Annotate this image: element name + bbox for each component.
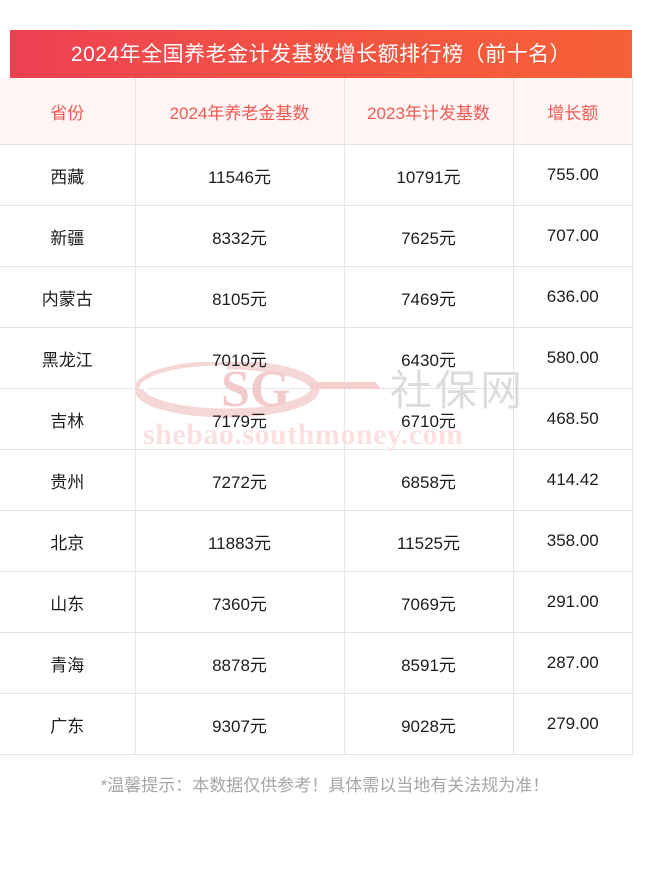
cell-base2024: 11546元 — [135, 144, 345, 206]
table-row: 新疆 8332元 7625元 707.00 — [0, 205, 632, 267]
cell-growth: 580.00 — [513, 327, 632, 389]
cell-base2023: 6858元 — [344, 449, 514, 511]
cell-base2023: 7469元 — [344, 266, 514, 328]
cell-base2023: 7625元 — [344, 205, 514, 267]
cell-base2023: 8591元 — [344, 632, 514, 694]
table-header-row: 省份 2024年养老金基数 2023年计发基数 增长额 — [0, 78, 632, 145]
cell-base2024: 7179元 — [135, 388, 345, 450]
cell-province: 北京 — [0, 510, 136, 572]
cell-growth: 755.00 — [513, 144, 632, 206]
table-header: 省份 2024年养老金基数 2023年计发基数 增长额 — [0, 78, 632, 145]
cell-province: 广东 — [0, 693, 136, 755]
cell-growth: 414.42 — [513, 449, 632, 511]
table-row: 黑龙江 7010元 6430元 580.00 — [0, 327, 632, 389]
page-title-banner: 2024年全国养老金计发基数增长额排行榜（前十名） — [10, 30, 632, 78]
column-header-base2024: 2024年养老金基数 — [135, 78, 345, 145]
cell-base2024: 7010元 — [135, 327, 345, 389]
column-header-province: 省份 — [0, 78, 136, 145]
cell-base2024: 7360元 — [135, 571, 345, 633]
cell-province: 贵州 — [0, 449, 136, 511]
table-row: 吉林 7179元 6710元 468.50 — [0, 388, 632, 450]
cell-province: 内蒙古 — [0, 266, 136, 328]
cell-base2024: 11883元 — [135, 510, 345, 572]
cell-province: 新疆 — [0, 205, 136, 267]
cell-base2024: 9307元 — [135, 693, 345, 755]
cell-province: 黑龙江 — [0, 327, 136, 389]
cell-growth: 468.50 — [513, 388, 632, 450]
cell-growth: 287.00 — [513, 632, 632, 694]
cell-growth: 707.00 — [513, 205, 632, 267]
cell-base2024: 8332元 — [135, 205, 345, 267]
cell-base2024: 8105元 — [135, 266, 345, 328]
cell-base2024: 8878元 — [135, 632, 345, 694]
cell-base2023: 6430元 — [344, 327, 514, 389]
table-row: 北京 11883元 11525元 358.00 — [0, 510, 632, 572]
cell-province: 青海 — [0, 632, 136, 694]
footnote: *温馨提示：本数据仅供参考！具体需以当地有关法规为准！ — [100, 776, 550, 795]
pension-ranking-table: 省份 2024年养老金基数 2023年计发基数 增长额 西藏 11546元 10… — [0, 78, 632, 755]
cell-base2023: 11525元 — [344, 510, 514, 572]
table-row: 青海 8878元 8591元 287.00 — [0, 632, 632, 694]
cell-base2023: 6710元 — [344, 388, 514, 450]
pension-table-container: 省份 2024年养老金基数 2023年计发基数 增长额 西藏 11546元 10… — [0, 78, 633, 755]
cell-province: 吉林 — [0, 388, 136, 450]
cell-growth: 636.00 — [513, 266, 632, 328]
table-body: 西藏 11546元 10791元 755.00 新疆 8332元 7625元 7… — [0, 144, 632, 755]
cell-base2023: 7069元 — [344, 571, 514, 633]
cell-growth: 279.00 — [513, 693, 632, 755]
cell-base2024: 7272元 — [135, 449, 345, 511]
column-header-base2023: 2023年计发基数 — [344, 78, 514, 145]
table-row: 贵州 7272元 6858元 414.42 — [0, 449, 632, 511]
cell-growth: 358.00 — [513, 510, 632, 572]
cell-province: 山东 — [0, 571, 136, 633]
table-row: 广东 9307元 9028元 279.00 — [0, 693, 632, 755]
column-header-growth: 增长额 — [513, 78, 632, 145]
cell-base2023: 9028元 — [344, 693, 514, 755]
table-row: 山东 7360元 7069元 291.00 — [0, 571, 632, 633]
table-row: 内蒙古 8105元 7469元 636.00 — [0, 266, 632, 328]
table-row: 西藏 11546元 10791元 755.00 — [0, 144, 632, 206]
cell-province: 西藏 — [0, 144, 136, 206]
cell-growth: 291.00 — [513, 571, 632, 633]
page-title: 2024年全国养老金计发基数增长额排行榜（前十名） — [70, 42, 572, 66]
cell-base2023: 10791元 — [344, 144, 514, 206]
